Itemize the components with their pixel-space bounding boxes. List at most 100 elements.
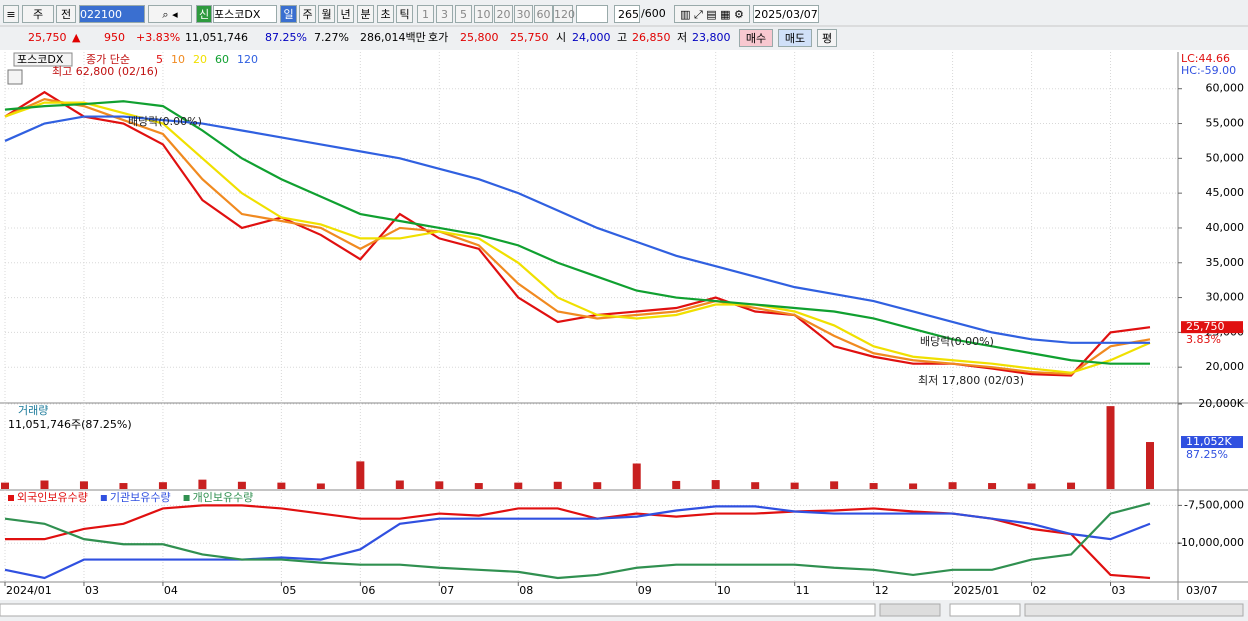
quote-field: 26,850: [632, 31, 671, 44]
quote-field: 25,750: [28, 31, 67, 44]
interval[interactable]: 3: [436, 5, 453, 23]
quote-field: 11,051,746: [185, 31, 248, 44]
interval[interactable]: 120: [553, 5, 575, 23]
quote-field: 286,014백만: [360, 31, 426, 44]
menu-icon[interactable]: ≡: [3, 5, 19, 23]
x-tick-label: 06: [361, 584, 375, 597]
bar: [593, 482, 602, 489]
legend-entry: 외국인보유수량: [17, 491, 88, 504]
market-select[interactable]: 주: [22, 5, 54, 23]
x-end-label: 03/07: [1186, 584, 1218, 597]
prev-button[interactable]: 전: [56, 5, 76, 23]
tool-icons[interactable]: ▥ ⤢ ▤ ▦ ⚙: [674, 5, 750, 23]
nav-buttons[interactable]: [879, 603, 941, 617]
quote-field: 87.25%: [265, 31, 307, 44]
code-input[interactable]: 022100: [79, 5, 145, 23]
period-day[interactable]: 일: [280, 5, 297, 23]
bar: [514, 482, 523, 489]
annotation: 배당락(0.00%): [920, 335, 994, 348]
zoom-slider[interactable]: [949, 603, 1021, 617]
interval[interactable]: 30: [514, 5, 533, 23]
chart-subtitle: 종가 단순: [86, 53, 130, 66]
x-tick-label: 10: [717, 584, 731, 597]
x-tick-label: 2025/01: [954, 584, 1000, 597]
count-max: /600: [641, 7, 666, 20]
avg-button[interactable]: 평: [817, 29, 837, 47]
legend-entry: 20: [193, 53, 207, 66]
period-month[interactable]: 월: [318, 5, 335, 23]
period-tick[interactable]: 틱: [396, 5, 413, 23]
stock-name[interactable]: 포스코DX: [213, 5, 277, 23]
panel-title: 거래량: [18, 404, 48, 417]
date-input[interactable]: 2025/03/07: [753, 5, 819, 23]
legend-entry: 120: [237, 53, 258, 66]
volume-label: 11,052K: [1186, 435, 1232, 448]
y-tick-label: 45,000: [1206, 186, 1245, 199]
y-tick-label: 20,000K: [1198, 397, 1244, 410]
price-label: 25,750: [1186, 320, 1225, 333]
scroll-track[interactable]: [0, 603, 876, 617]
legend-entry: 기관보유수량: [110, 491, 171, 504]
bar: [1106, 406, 1115, 489]
interval[interactable]: 20: [494, 5, 513, 23]
credit-badge: 신: [196, 5, 212, 23]
y-tick-label: 40,000: [1206, 221, 1245, 234]
bar: [237, 481, 246, 489]
y-tick-label: 20,000: [1206, 360, 1245, 373]
bar: [672, 480, 681, 489]
x-tick-label: 07: [440, 584, 454, 597]
quote-field: 저: [677, 31, 688, 44]
quote-field: 호가: [428, 31, 449, 44]
quote-field: 950: [104, 31, 125, 44]
y-tick-label: 35,000: [1206, 256, 1245, 269]
y-tick-label: 55,000: [1206, 117, 1245, 130]
interval[interactable]: 10: [474, 5, 493, 23]
interval[interactable]: 1: [417, 5, 434, 23]
bar: [790, 482, 799, 489]
y-tick-label: 30,000: [1206, 291, 1245, 304]
period-minute[interactable]: 분: [357, 5, 374, 23]
x-tick-label: 09: [638, 584, 652, 597]
quote-field: ▲: [72, 31, 81, 44]
price-marker: [1181, 321, 1243, 334]
search-icons[interactable]: ⌕ ◂: [148, 5, 192, 23]
bar: [356, 461, 365, 489]
y-tick-label: -7,500,000: [1184, 498, 1244, 511]
x-tick-label: 02: [1033, 584, 1047, 597]
legend-swatch: [183, 495, 190, 501]
annotation: 배당락(0.00%): [128, 115, 202, 128]
interval-input[interactable]: [576, 5, 608, 23]
legend-entry: 60: [215, 53, 229, 66]
period-week[interactable]: 주: [299, 5, 316, 23]
sell-button[interactable]: 매도: [778, 29, 812, 47]
series-line: [4, 115, 1150, 344]
bar: [988, 483, 997, 489]
title-box: [13, 52, 73, 67]
quote-field: +3.83%: [136, 31, 181, 44]
bar: [435, 481, 444, 489]
legend-entry: 개인보유수량: [193, 491, 254, 504]
bar: [632, 463, 641, 489]
bar: [869, 483, 878, 489]
interval[interactable]: 60: [534, 5, 553, 23]
panel-icon[interactable]: [7, 69, 23, 85]
bar: [40, 480, 49, 489]
period-year[interactable]: 년: [337, 5, 354, 23]
annotation: 최저 17,800 (02/03): [918, 374, 1024, 387]
tool-icons[interactable]: [1024, 603, 1244, 617]
period-second[interactable]: 초: [377, 5, 394, 23]
quote-field: 고: [617, 31, 628, 44]
series-line: [4, 100, 1150, 365]
ratio-label: 87.25%: [1186, 448, 1228, 461]
buy-button[interactable]: 매수: [739, 29, 773, 47]
series-line: [4, 98, 1151, 376]
legend-entry: 10: [171, 53, 185, 66]
series-line: [4, 101, 1151, 374]
count-input[interactable]: 265: [614, 5, 640, 23]
bar: [395, 480, 404, 489]
x-tick-label: 12: [875, 584, 889, 597]
interval[interactable]: 5: [455, 5, 472, 23]
bar: [1, 482, 9, 489]
